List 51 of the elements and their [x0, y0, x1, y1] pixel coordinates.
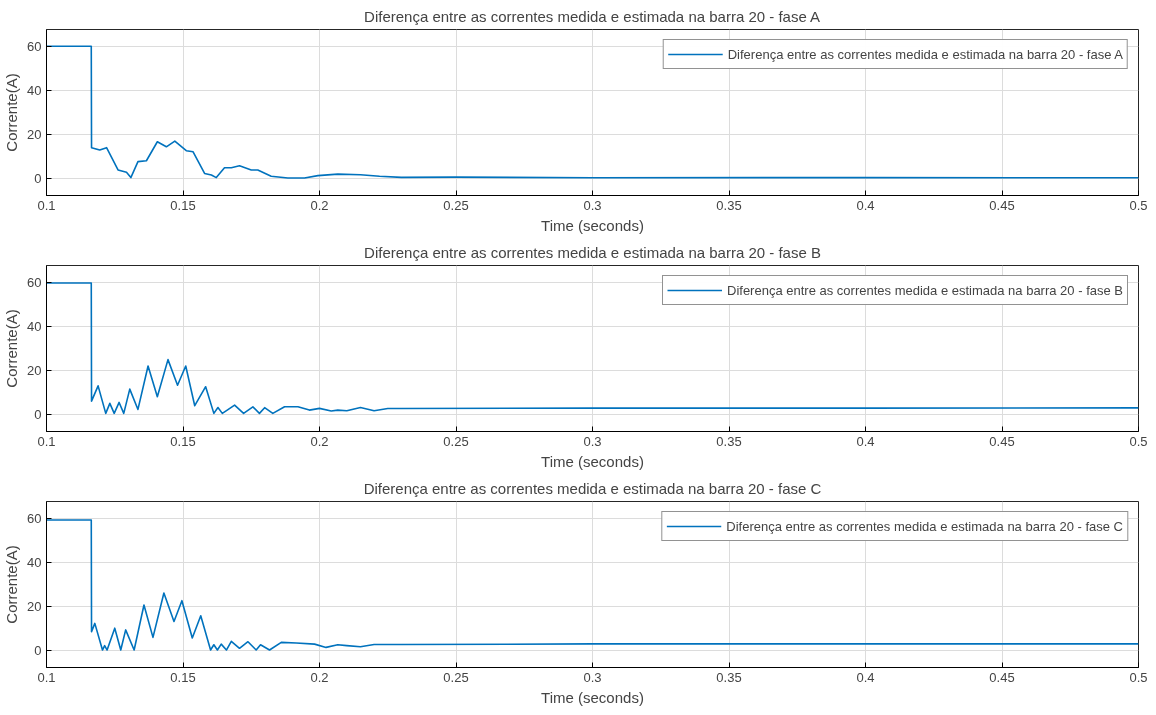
x-tick-label: 0.3	[583, 669, 602, 685]
x-tick-label: 0.1	[37, 197, 56, 213]
legend-label: Diferença entre as correntes medida e estimada na barra 20 - fase C	[726, 518, 1123, 534]
x-tick-label: 0.45	[989, 669, 1015, 685]
y-axis-title: Corrente(A)	[3, 73, 21, 152]
x-tick-label: 0.3	[583, 433, 602, 449]
x-tick-label: 0.5	[1129, 669, 1148, 685]
y-tick-label: 20	[27, 362, 42, 378]
chart-title: Diferença entre as correntes medida e estimada na barra 20 - fase B	[364, 243, 821, 261]
x-tick-label: 0.25	[443, 669, 469, 685]
x-tick-label: 0.2	[310, 669, 329, 685]
x-axis-title: Time (seconds)	[541, 216, 644, 234]
x-tick-label: 0.1	[37, 433, 56, 449]
y-tick-label: 60	[27, 511, 42, 527]
chart-title: Diferença entre as correntes medida e estimada na barra 20 - fase C	[363, 479, 822, 497]
x-tick-label: 0.35	[716, 197, 742, 213]
x-tick-label: 0.35	[716, 669, 742, 685]
x-tick-label: 0.15	[170, 669, 196, 685]
y-axis-title: Corrente(A)	[3, 545, 21, 624]
x-tick-label: 0.5	[1129, 197, 1148, 213]
x-tick-label: 0.4	[856, 669, 875, 685]
x-tick-label: 0.25	[443, 197, 469, 213]
y-tick-label: 40	[27, 83, 42, 99]
x-tick-label: 0.35	[716, 433, 742, 449]
x-tick-label: 0.45	[989, 197, 1015, 213]
x-tick-label: 0.1	[37, 669, 56, 685]
x-tick-label: 0.15	[170, 433, 196, 449]
x-tick-label: 0.2	[310, 433, 329, 449]
x-axis-title: Time (seconds)	[541, 688, 644, 706]
legend-label: Diferença entre as correntes medida e estimada na barra 20 - fase A	[727, 46, 1123, 62]
chart-title: Diferença entre as correntes medida e estimada na barra 20 - fase A	[364, 7, 821, 25]
x-tick-label: 0.2	[310, 197, 329, 213]
y-tick-label: 0	[34, 170, 42, 186]
x-axis-title: Time (seconds)	[541, 452, 644, 470]
x-tick-label: 0.5	[1129, 433, 1148, 449]
y-tick-label: 40	[27, 555, 42, 571]
y-tick-label: 20	[27, 598, 42, 614]
y-tick-label: 0	[34, 642, 42, 658]
x-tick-label: 0.15	[170, 197, 196, 213]
y-tick-label: 20	[27, 126, 42, 142]
y-axis-title: Corrente(A)	[3, 309, 21, 388]
legend-label: Diferença entre as correntes medida e estimada na barra 20 - fase B	[727, 282, 1123, 298]
y-tick-label: 60	[27, 275, 42, 291]
x-tick-label: 0.3	[583, 197, 602, 213]
x-tick-label: 0.25	[443, 433, 469, 449]
y-tick-label: 40	[27, 319, 42, 335]
y-tick-label: 60	[27, 39, 42, 55]
x-tick-label: 0.4	[856, 433, 875, 449]
x-tick-label: 0.45	[989, 433, 1015, 449]
y-tick-label: 0	[34, 406, 42, 422]
x-tick-label: 0.4	[856, 197, 875, 213]
